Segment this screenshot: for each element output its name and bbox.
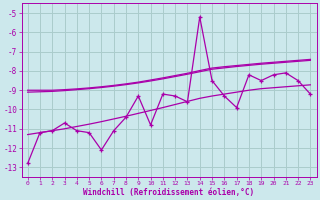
X-axis label: Windchill (Refroidissement éolien,°C): Windchill (Refroidissement éolien,°C) (84, 188, 255, 197)
